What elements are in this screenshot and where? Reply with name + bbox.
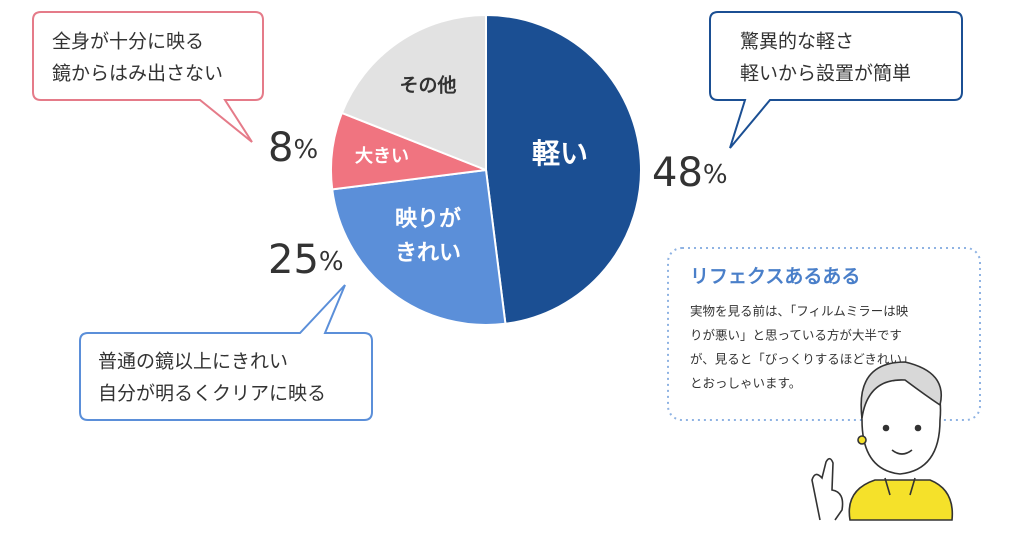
slice-label: 映りがきれい — [395, 206, 461, 266]
value-label: 48% — [652, 150, 728, 196]
value-label: 8% — [268, 125, 318, 171]
callout-text: 普通の鏡以上にきれい — [98, 351, 288, 373]
callout-text: 自分が明るくクリアに映る — [98, 383, 326, 405]
info-text: が、見ると「びっくりするほどきれい」 — [690, 352, 914, 367]
pie: 軽い 48% 映りがきれい 25% 大きい 8% その他 — [268, 13, 728, 326]
slice-label: 大きい — [355, 145, 409, 167]
callout-text: 軽いから設置が簡単 — [740, 63, 911, 85]
illustration — [811, 361, 954, 521]
pie-slice — [485, 13, 643, 325]
callout-text: 全身が十分に映る — [52, 31, 204, 53]
callout-text: 驚異的な軽さ — [740, 31, 854, 53]
callout-bubble — [79, 284, 373, 421]
pie-slice — [340, 13, 487, 172]
info-text: とおっしゃいます。 — [690, 376, 801, 391]
slice-label: その他 — [399, 74, 456, 97]
info-text: りが悪い」と思っている方が大半です — [690, 328, 902, 343]
callout-bubble — [709, 11, 963, 149]
slice-label: 軽い — [532, 137, 588, 170]
pie-slice — [331, 168, 507, 326]
value-label: 25% — [268, 237, 344, 283]
callout-bubble — [32, 11, 264, 143]
info-text: 実物を見る前は、「フィルムミラーは映 — [690, 304, 909, 319]
callout-text: 鏡からはみ出さない — [52, 63, 223, 85]
info-title: リフェクスあるある — [690, 266, 860, 288]
